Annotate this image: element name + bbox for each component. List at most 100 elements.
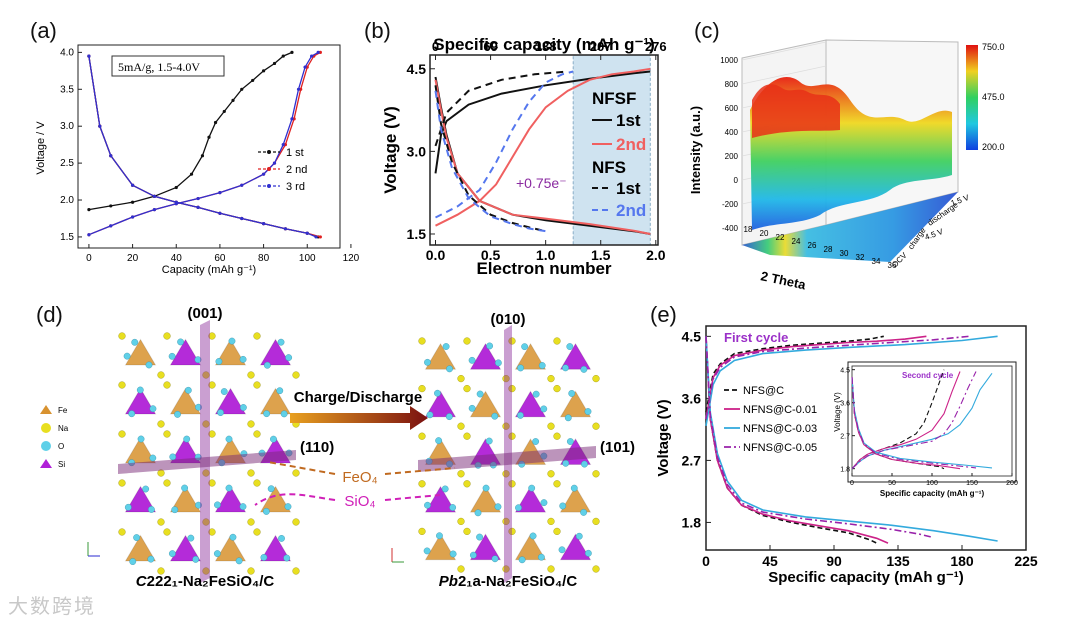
panel-d-o-atom [491,555,499,563]
panel-e-legend-label: NFNS@C-0.01 [743,404,817,416]
panel-a-xtick-label: 40 [171,253,183,264]
panel-d-o-atom [482,484,490,492]
panel-d-o-atom [263,410,271,418]
panel-e-inset-xtick-label: 50 [888,480,896,487]
panel-d-na-atom [157,420,165,428]
panel-d-o-atom [183,435,191,443]
panel-d-o-atom [476,533,483,541]
panel-c-xtick-label: 18 [744,225,753,234]
panel-d-legend-label: Fe [58,406,68,415]
panel-d-na-atom [208,430,216,438]
panel-d-o-atom [214,501,221,509]
panel-d-o-atom [442,343,450,350]
panel-d-o-atom [215,358,223,365]
panel-d-o-atom [129,558,137,565]
panel-a-point [87,208,91,212]
panel-d-o-atom [423,547,431,555]
panel-d-left-axes-icon [87,542,100,557]
panel-e-ytick-label: 4.5 [682,328,702,344]
panel-c-xtick-label: 30 [840,249,849,258]
panel-c-label: (c) [694,18,720,43]
panel-a-ylabel: Voltage / V [35,121,47,175]
panel-d-sio4-tetrahedron [259,338,292,366]
panel-b-xtick-label: 1.0 [536,247,556,263]
panel-d-o-atom [239,355,247,363]
panel-e-inset-ytick-label: 3.6 [840,401,850,408]
panel-e-series-line [705,335,884,413]
panel-e-frame [705,325,1027,551]
panel-d-feo4-tetrahedron [559,390,592,418]
panel-a-point [174,200,178,204]
panel-a-point [290,50,294,54]
panel-a-point [207,135,211,139]
panel-d-na-atom [418,527,426,536]
panel-e-series-line [705,335,927,420]
panel-c-depth-45v: 4.5 V [924,227,945,242]
panel-d-legend-label: Na [58,424,69,433]
panel-b-xtick-label: 0.0 [426,247,446,263]
panel-a-point [310,54,314,58]
panel-d-o-atom [491,412,499,420]
panel-d-o-atom [426,411,434,419]
panel-d-o-atom [575,532,583,540]
panel-d-o-atom [468,356,476,364]
panel-e-inset-series-line [851,376,961,470]
panel-e-ytick-label: 1.8 [682,514,702,530]
panel-d-sio4-tetrahedron [469,533,502,561]
panel-a-label: (a) [30,18,57,43]
panel-c-xtick-label: 20 [760,229,769,238]
panel-d-feo4-tetrahedron [214,338,247,366]
panel-d-na-atom [253,528,261,536]
panel-d-na-atom [202,420,210,428]
panel-a-point [290,117,294,121]
panel-d-o-atom [494,359,502,367]
panel-a-point [109,204,113,208]
panel-d-sio4-tetrahedron [559,533,592,561]
panel-b-ytick-label: 1.5 [407,226,427,242]
panel-d-o-atom [540,499,548,507]
panel-e-inset-xtick-label: 200 [1006,480,1018,487]
panel-b-x2tick-label: 138 [535,39,557,54]
panel-a-point [281,54,285,58]
panel-c-surface-peaks [752,84,840,138]
panel-d-o-atom [280,410,288,418]
panel-d-na-atom [202,469,210,477]
panel-d-na-atom [547,374,555,383]
panel-d-na-atom [247,420,255,428]
panel-d-o-atom [278,535,285,542]
panel-d-na-atom [118,479,126,487]
panel-d-o-atom [528,484,536,492]
panel-e-legend-label: NFS@C [743,385,784,397]
panel-a-xtick-label: 60 [214,253,226,264]
panel-e-inset-ytick-label: 2.7 [840,434,850,441]
panel-d-o-atom [149,405,157,413]
panel-d-o-atom [145,361,153,369]
panel-d-o-atom [566,343,574,350]
panel-d-na-atom [553,432,561,440]
panel-d-o-atom [562,364,569,372]
panel-a-point [261,69,266,73]
panel-b-legend-nfsf: NFSF [592,89,636,108]
panel-d-na-atom [502,422,510,430]
panel-d-na-atom [508,384,516,393]
panel-d-o-atom [276,387,284,395]
panel-a-point [314,235,318,239]
panel-b-x2tick-label: 207 [590,39,612,54]
panel-d-right-plane-top: (010) [490,311,525,328]
panel-d-na-atom [502,470,510,478]
panel-d-na-atom [418,432,426,440]
panel-d-sio4-tetrahedron [469,342,502,370]
panel-d-na-atom [547,517,555,526]
panel-c-xtick-label: 24 [792,237,801,246]
panel-d-o-atom [564,414,572,422]
panel-d-na-atom [457,470,465,478]
panel-a-point [261,222,266,226]
panel-e-xlabel: Specific capacity (mAh g⁻¹) [768,569,963,586]
panel-d-o-atom [168,352,176,360]
panel-a-legend-marker [267,167,271,171]
panel-d-o-atom [124,503,132,511]
panel-d-na-atom [592,422,600,430]
panel-d-na-atom [118,332,126,340]
panel-a-legend-label: 2 nd [286,164,307,176]
panel-e-series-line [705,336,878,544]
